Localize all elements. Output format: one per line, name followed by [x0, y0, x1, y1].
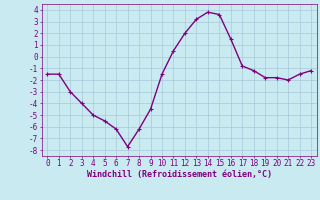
X-axis label: Windchill (Refroidissement éolien,°C): Windchill (Refroidissement éolien,°C) — [87, 170, 272, 179]
